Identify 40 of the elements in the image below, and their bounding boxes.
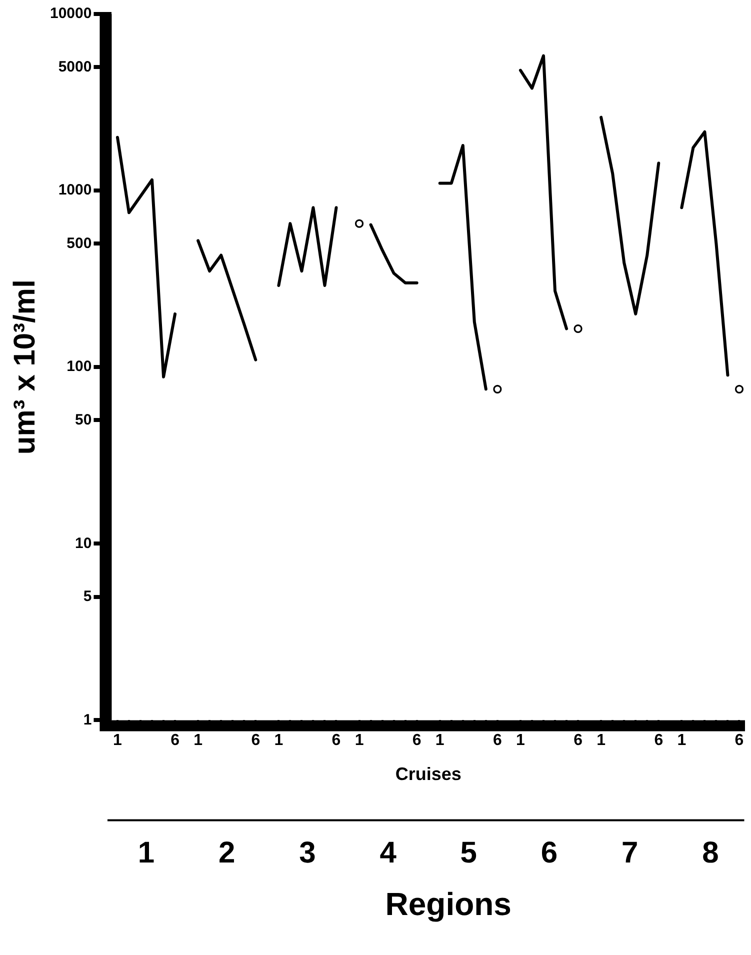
text: 8: [702, 836, 719, 870]
y-tick-label: 10000: [50, 5, 92, 22]
x-tick-label: 1: [516, 732, 526, 750]
y-tick-label: 5000: [58, 58, 92, 76]
x-tick-label: 1: [274, 732, 284, 750]
x-tick-label: 6: [734, 732, 744, 750]
y-tick-label: 5: [83, 588, 92, 605]
text: 3: [299, 836, 316, 870]
x-tick-label: 6: [412, 732, 422, 750]
x-tick-label: 1: [596, 732, 606, 750]
x-tick-label: 6: [332, 732, 341, 750]
point: [574, 324, 582, 334]
y-tick-label: 50: [75, 411, 92, 428]
text: 2: [218, 836, 236, 870]
text: Regions: [385, 886, 512, 922]
point: [493, 384, 502, 394]
y-tick-label: 10: [75, 534, 92, 552]
x-tick-label: 6: [251, 732, 260, 750]
x-axis-title: Cruises: [395, 764, 462, 784]
x-tick-label: 6: [492, 732, 502, 750]
y-tick-label: 500: [66, 234, 92, 252]
text: 6: [540, 836, 558, 870]
x-tick-label: 1: [354, 732, 364, 750]
y-tick-label: 1000: [58, 182, 92, 199]
point: [734, 384, 744, 394]
x-tick-label: 6: [170, 732, 180, 750]
text: 5: [460, 836, 477, 870]
text: 1: [138, 836, 155, 870]
x-tick-label: 1: [435, 732, 444, 750]
y-axis-title: um³ x 10³/ml: [8, 280, 42, 455]
y-tick-label: 100: [66, 358, 92, 376]
text: 7: [622, 836, 638, 870]
x-tick-label: 1: [677, 732, 686, 750]
y-tick-label: 1: [83, 711, 92, 728]
x-tick-label: 1: [113, 732, 122, 750]
x-tick-label: 6: [574, 732, 583, 750]
text: 4: [380, 836, 397, 870]
point: [354, 219, 364, 228]
x-tick-label: 6: [654, 732, 664, 750]
x-tick-label: 1: [194, 732, 203, 750]
